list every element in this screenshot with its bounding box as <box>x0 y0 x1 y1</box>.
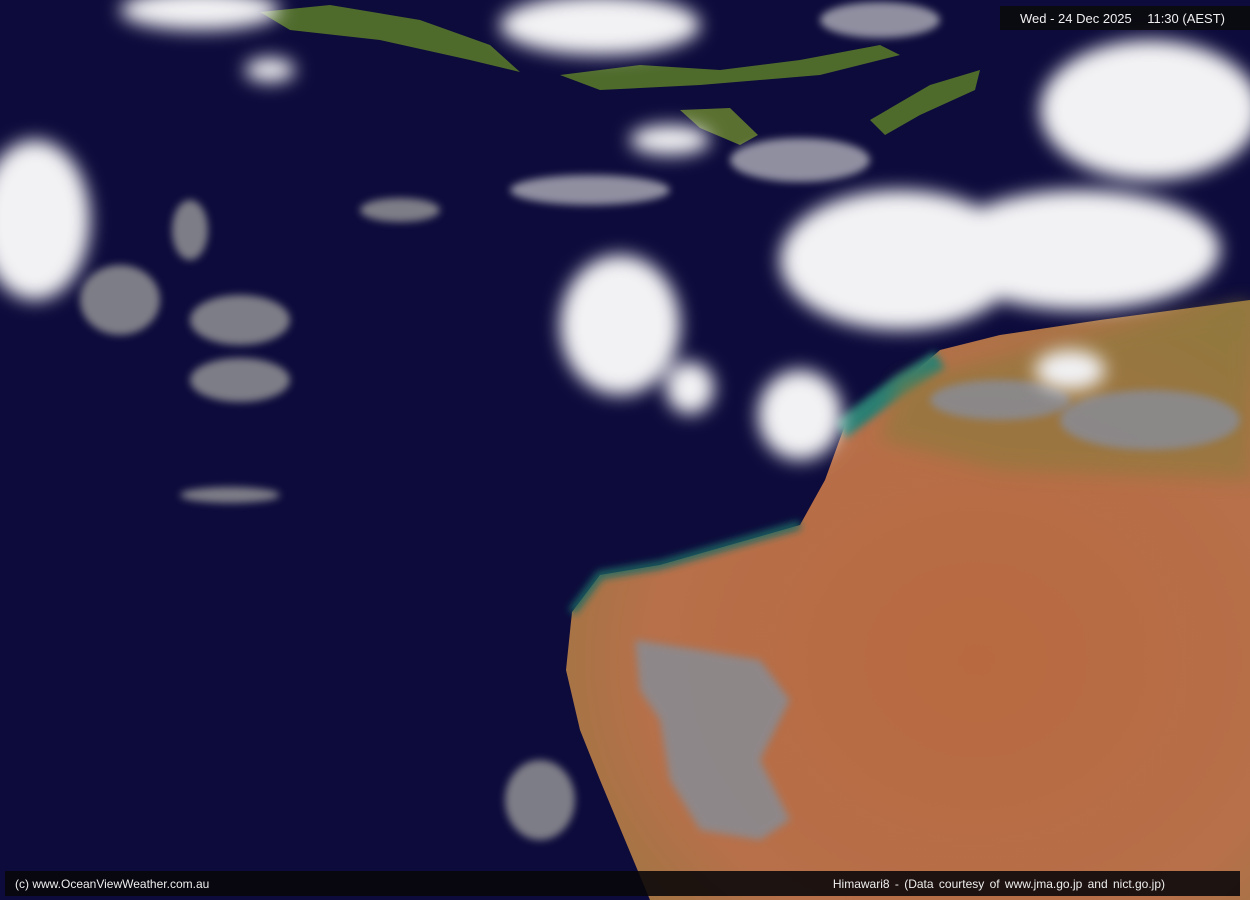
island-timor <box>870 70 980 135</box>
date-label: Wed - 24 Dec 2025 <box>1020 10 1132 26</box>
timestamp-bar: Wed - 24 Dec 2025 11:30 (AEST) <box>1000 6 1250 30</box>
island-java <box>260 5 520 72</box>
footer-bar: (c) www.OceanViewWeather.com.au Himawari… <box>5 871 1240 896</box>
island-sumba <box>680 108 758 145</box>
coastal-shallows <box>568 521 802 615</box>
data-credit-text: Himawari8 - (Data courtesy of www.jma.go… <box>832 876 1165 891</box>
time-label: 11:30 (AEST) <box>1147 10 1225 26</box>
copyright-text: (c) www.OceanViewWeather.com.au <box>15 876 210 891</box>
low-cloud <box>80 198 1240 840</box>
island-chain <box>560 45 900 90</box>
thin-cloud <box>510 2 940 205</box>
convective-cloud <box>0 0 1250 460</box>
